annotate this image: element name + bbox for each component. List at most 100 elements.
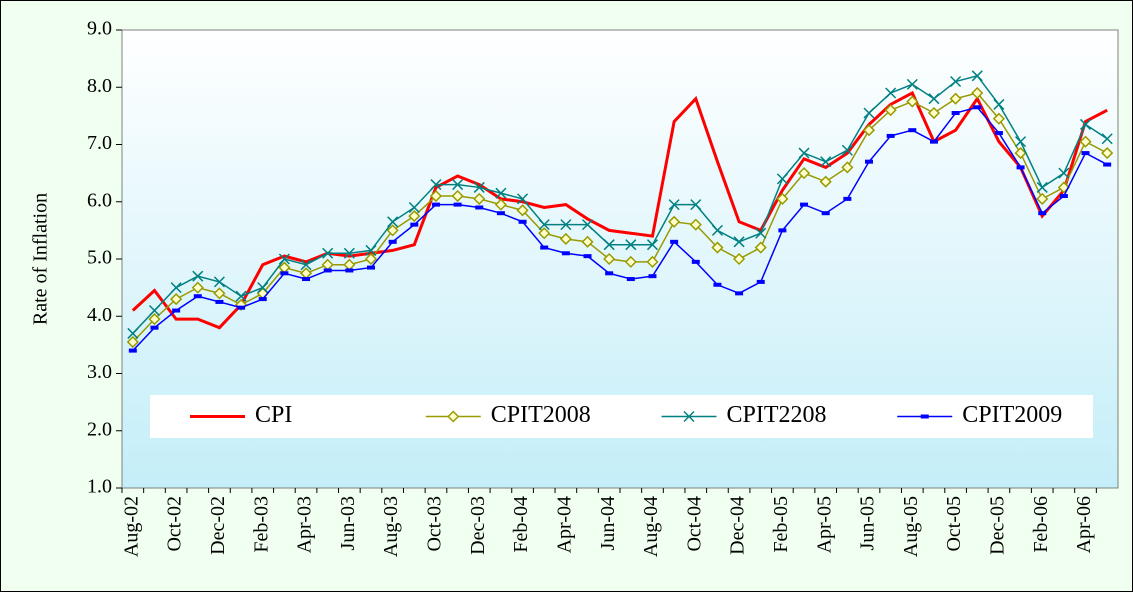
marker (410, 222, 419, 227)
marker (648, 274, 657, 279)
marker (646, 239, 659, 251)
marker (559, 232, 572, 246)
marker (971, 70, 983, 82)
marker (1103, 162, 1112, 167)
y-tick-label: 2.0 (87, 418, 112, 440)
legend-label: CPIT2208 (727, 402, 827, 428)
marker (885, 87, 897, 99)
marker (841, 144, 853, 156)
marker (821, 211, 830, 216)
marker (776, 173, 788, 185)
marker (192, 270, 204, 282)
marker (920, 414, 929, 419)
legend-label: CPIT2008 (491, 402, 591, 428)
marker (127, 327, 139, 339)
marker (453, 202, 462, 207)
x-tick-label: Aug-05 (900, 496, 922, 557)
marker (711, 241, 724, 254)
marker (862, 124, 876, 137)
x-tick-label: Oct-05 (943, 496, 965, 552)
marker (778, 228, 787, 233)
marker (538, 227, 551, 240)
marker (691, 259, 700, 264)
marker (518, 219, 527, 224)
marker (776, 192, 789, 205)
x-tick-label: Apr-03 (294, 496, 316, 553)
series-line (132, 92, 1108, 343)
marker (408, 210, 421, 223)
marker (843, 196, 852, 201)
marker (258, 297, 267, 302)
x-tick-label: Jun-04 (597, 496, 619, 550)
marker (735, 291, 744, 296)
marker (994, 131, 1003, 136)
marker (150, 325, 159, 330)
marker (128, 348, 137, 353)
x-tick-label: Dec-05 (987, 496, 1009, 555)
marker (300, 259, 312, 271)
marker (581, 219, 594, 231)
marker (278, 253, 290, 265)
marker (646, 255, 659, 268)
marker (733, 252, 746, 266)
marker (148, 304, 161, 317)
marker (345, 268, 354, 273)
marker (690, 199, 702, 211)
marker (951, 111, 960, 116)
marker (1079, 135, 1092, 148)
marker (1058, 167, 1070, 179)
marker (473, 192, 486, 205)
marker (280, 271, 289, 276)
marker (473, 181, 485, 193)
marker (1036, 192, 1049, 205)
marker (603, 239, 615, 251)
marker (452, 179, 464, 191)
marker (364, 252, 378, 266)
x-tick-label: Aug-04 (640, 496, 662, 557)
marker (1015, 136, 1027, 148)
marker (193, 294, 202, 299)
marker (797, 167, 811, 180)
marker (1059, 194, 1068, 199)
marker (884, 104, 897, 117)
legend: CPI CPIT2008 CPIT2208 CPIT2009 (150, 395, 1093, 438)
series-line (132, 106, 1108, 352)
marker (540, 245, 549, 250)
x-tick-label: Dec-02 (207, 496, 229, 555)
marker (906, 78, 918, 90)
marker (713, 282, 722, 287)
marker (148, 313, 161, 326)
marker (538, 219, 550, 231)
marker (475, 205, 484, 210)
marker (689, 218, 702, 231)
marker (1016, 165, 1025, 170)
x-tick-label: Jun-05 (857, 496, 879, 550)
marker (343, 247, 355, 259)
x-tick-label: Aug-03 (380, 496, 402, 557)
marker (583, 254, 592, 259)
marker (431, 202, 440, 207)
x-tick-label: Apr-05 (813, 496, 835, 553)
marker (386, 224, 399, 237)
marker (494, 198, 507, 211)
marker (865, 159, 873, 164)
marker (625, 239, 637, 251)
marker (1057, 181, 1070, 194)
marker (820, 156, 832, 168)
marker (908, 128, 917, 133)
marker (603, 252, 616, 266)
x-tick-label: Feb-03 (250, 496, 272, 553)
marker (756, 279, 765, 284)
x-tick-label: Dec-04 (727, 496, 749, 555)
x-tick-label: Oct-02 (164, 496, 186, 552)
marker (841, 161, 854, 174)
marker (172, 308, 181, 313)
marker (733, 236, 745, 248)
series-line (131, 90, 1108, 330)
marker (1038, 211, 1047, 216)
marker (800, 202, 809, 207)
x-tick-label: Feb-04 (510, 496, 532, 553)
marker (561, 251, 570, 256)
marker (1014, 147, 1027, 160)
marker (992, 112, 1005, 125)
